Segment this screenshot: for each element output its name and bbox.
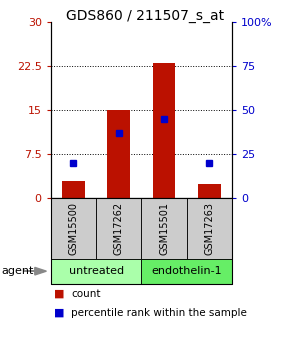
Text: ■: ■ — [54, 308, 64, 318]
Text: GDS860 / 211507_s_at: GDS860 / 211507_s_at — [66, 9, 224, 23]
Text: percentile rank within the sample: percentile rank within the sample — [71, 308, 247, 318]
Text: GSM15501: GSM15501 — [159, 202, 169, 255]
Bar — [107, 110, 130, 198]
Text: GSM17263: GSM17263 — [204, 202, 214, 255]
Text: untreated: untreated — [68, 266, 124, 276]
Text: GSM15500: GSM15500 — [68, 202, 78, 255]
Bar — [153, 63, 175, 198]
Bar — [62, 181, 85, 198]
Text: GSM17262: GSM17262 — [114, 202, 124, 255]
Text: agent: agent — [1, 266, 34, 276]
Text: count: count — [71, 289, 101, 299]
Bar — [198, 184, 221, 198]
Text: ■: ■ — [54, 289, 64, 299]
Text: endothelin-1: endothelin-1 — [151, 266, 222, 276]
